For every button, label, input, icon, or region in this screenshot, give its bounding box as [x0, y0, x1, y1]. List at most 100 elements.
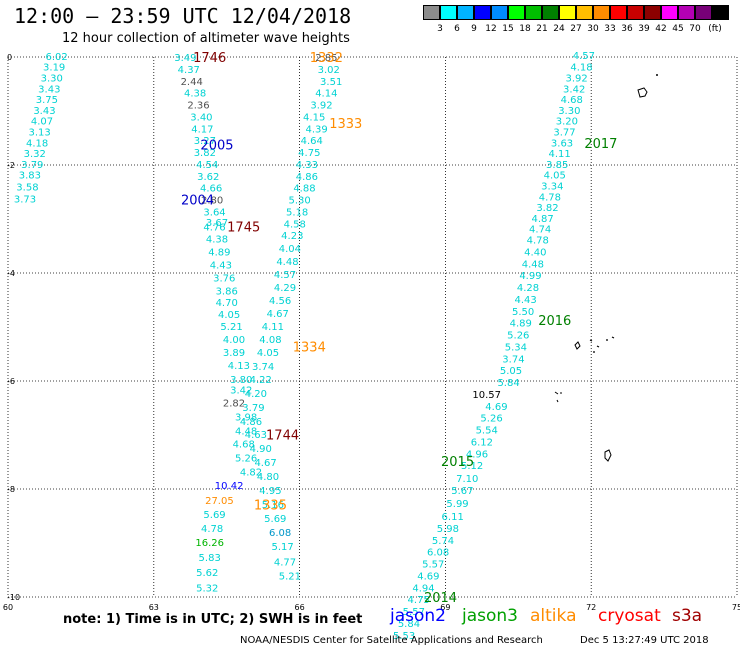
wave-height-value: 3.82 — [536, 203, 558, 214]
wave-height-value: 5.50 — [512, 307, 534, 318]
wave-height-value: 4.57 — [274, 270, 296, 281]
wave-height-value: 5.69 — [203, 510, 225, 521]
wave-height-value: 4.29 — [274, 283, 296, 294]
colorbar-swatch — [440, 5, 457, 20]
wave-height-value: 4.05 — [544, 171, 566, 182]
y-tick-label: -2 — [7, 161, 15, 170]
colorbar-swatch — [457, 5, 474, 20]
wave-height-value: 4.74 — [529, 225, 551, 236]
wave-height-value: 3.34 — [541, 182, 563, 193]
wave-height-value: 6.12 — [471, 437, 493, 448]
wave-height-value: 2.82 — [223, 399, 245, 410]
wave-height-value: 4.67 — [267, 309, 289, 320]
colorbar-swatch — [610, 5, 627, 20]
y-tick-label: -4 — [7, 269, 15, 278]
footer-credit: NOAA/NESDIS Center for Satellite Applica… — [240, 635, 543, 646]
pass-number-label: 2015 — [441, 455, 474, 470]
wave-height-value: 3.89 — [223, 348, 245, 359]
wave-height-value: 4.18 — [570, 63, 592, 74]
colorbar-swatch — [695, 5, 712, 20]
wave-height-value: 3.43 — [38, 84, 60, 95]
wave-height-value: 4.78 — [527, 236, 549, 247]
wave-height-value: 3.42 — [230, 386, 252, 397]
wave-height-value: 3.58 — [16, 183, 38, 194]
wave-height-value: 4.07 — [31, 117, 53, 128]
colorbar-label: 21 — [536, 24, 548, 34]
wave-height-value: 4.17 — [191, 124, 213, 135]
pass-number-label: 2014 — [424, 591, 457, 606]
colorbar-swatch — [644, 5, 661, 20]
colorbar-swatch — [491, 5, 508, 20]
wave-height-value: 5.26 — [507, 331, 529, 342]
island-outlines — [554, 74, 658, 462]
wave-height-value: 5.16 — [262, 500, 284, 511]
wave-height-value: 4.82 — [240, 468, 262, 479]
wave-height-value: 4.94 — [412, 583, 434, 594]
wave-height-value: 4.77 — [274, 557, 296, 568]
wave-height-value: 5.84 — [398, 619, 420, 630]
wave-height-value: 4.39 — [305, 124, 327, 135]
wave-height-value: 3.32 — [24, 149, 46, 160]
colorbar-swatch — [508, 5, 525, 20]
colorbar-swatch — [712, 5, 729, 20]
wave-height-value: 3.77 — [553, 128, 575, 139]
x-tick-label: 63 — [149, 603, 159, 612]
y-tick-label: -8 — [7, 485, 15, 494]
wave-height-value: 3.13 — [28, 128, 50, 139]
wave-height-value: 3.20 — [556, 117, 578, 128]
wave-height-value: 3.63 — [551, 138, 573, 149]
pass-number-label: 1744 — [266, 428, 299, 443]
map-subtitle: 12 hour collection of altimeter wave hei… — [62, 31, 350, 46]
units-note: note: 1) Time is in UTC; 2) SWH is in fe… — [63, 612, 363, 627]
colorbar-label: 9 — [471, 24, 477, 34]
wave-height-value: 4.58 — [284, 219, 306, 230]
x-tick-label: 60 — [3, 603, 13, 612]
wave-height-value: 4.95 — [259, 486, 281, 497]
wave-height-value: 4.90 — [250, 444, 272, 455]
colorbar-label: 15 — [502, 24, 514, 34]
wave-height-value: 4.63 — [245, 430, 267, 441]
wave-height-value: 4.87 — [531, 214, 553, 225]
colorbar-label: 30 — [587, 24, 599, 34]
wave-height-value: 5.99 — [446, 499, 468, 510]
wave-height-value: 4.68 — [561, 95, 583, 106]
wave-height-value: 5.18 — [286, 207, 308, 218]
wave-height-value: 4.70 — [216, 298, 238, 309]
wave-height-value: 5.21 — [279, 571, 301, 582]
wave-height-value: 6.08 — [269, 528, 291, 539]
pass-number-label: 2016 — [538, 314, 571, 329]
wave-height-value: 3.30 — [41, 74, 63, 85]
wave-height-value: 5.84 — [497, 378, 519, 389]
wave-height-value: 4.40 — [524, 247, 546, 258]
wave-height-value: 4.14 — [315, 89, 337, 100]
colorbar-label: 18 — [519, 24, 531, 34]
wave-height-value: 27.05 — [205, 496, 234, 507]
wave-height-value: 3.64 — [203, 207, 225, 218]
wave-height-value: 4.43 — [210, 260, 232, 271]
wave-height-value: 4.75 — [298, 148, 320, 159]
wave-height-value: 4.75 — [408, 595, 430, 606]
y-tick-label: -10 — [7, 593, 20, 602]
wave-height-value: 4.04 — [279, 244, 301, 255]
colorbar-swatch — [423, 5, 440, 20]
wave-height-value: 5.62 — [196, 568, 218, 579]
wave-height-value: 5.21 — [220, 322, 242, 333]
colorbar-swatch — [525, 5, 542, 20]
wave-height-value: 3.27 — [194, 136, 216, 147]
wave-height-value: 3.79 — [242, 403, 264, 414]
colorbar-swatch — [593, 5, 610, 20]
pass-number-label: 1746 — [193, 51, 226, 66]
wave-height-value: 2.44 — [181, 77, 203, 88]
wave-height-value: 4.37 — [178, 65, 200, 76]
pass-number-label: 2017 — [584, 137, 617, 152]
pass-number-label: 2005 — [200, 138, 233, 153]
y-tick-label: 0 — [7, 53, 12, 62]
wave-height-value: 4.05 — [218, 310, 240, 321]
legend-altika: altika — [530, 606, 577, 626]
wave-height-value: 4.66 — [200, 184, 222, 195]
wave-height-value: 3.40 — [190, 112, 212, 123]
x-tick-label: 66 — [295, 603, 305, 612]
wave-height-value: 3.75 — [36, 95, 58, 106]
x-tick-label: 72 — [586, 603, 596, 612]
wave-height-value: 2.80 — [201, 196, 223, 207]
